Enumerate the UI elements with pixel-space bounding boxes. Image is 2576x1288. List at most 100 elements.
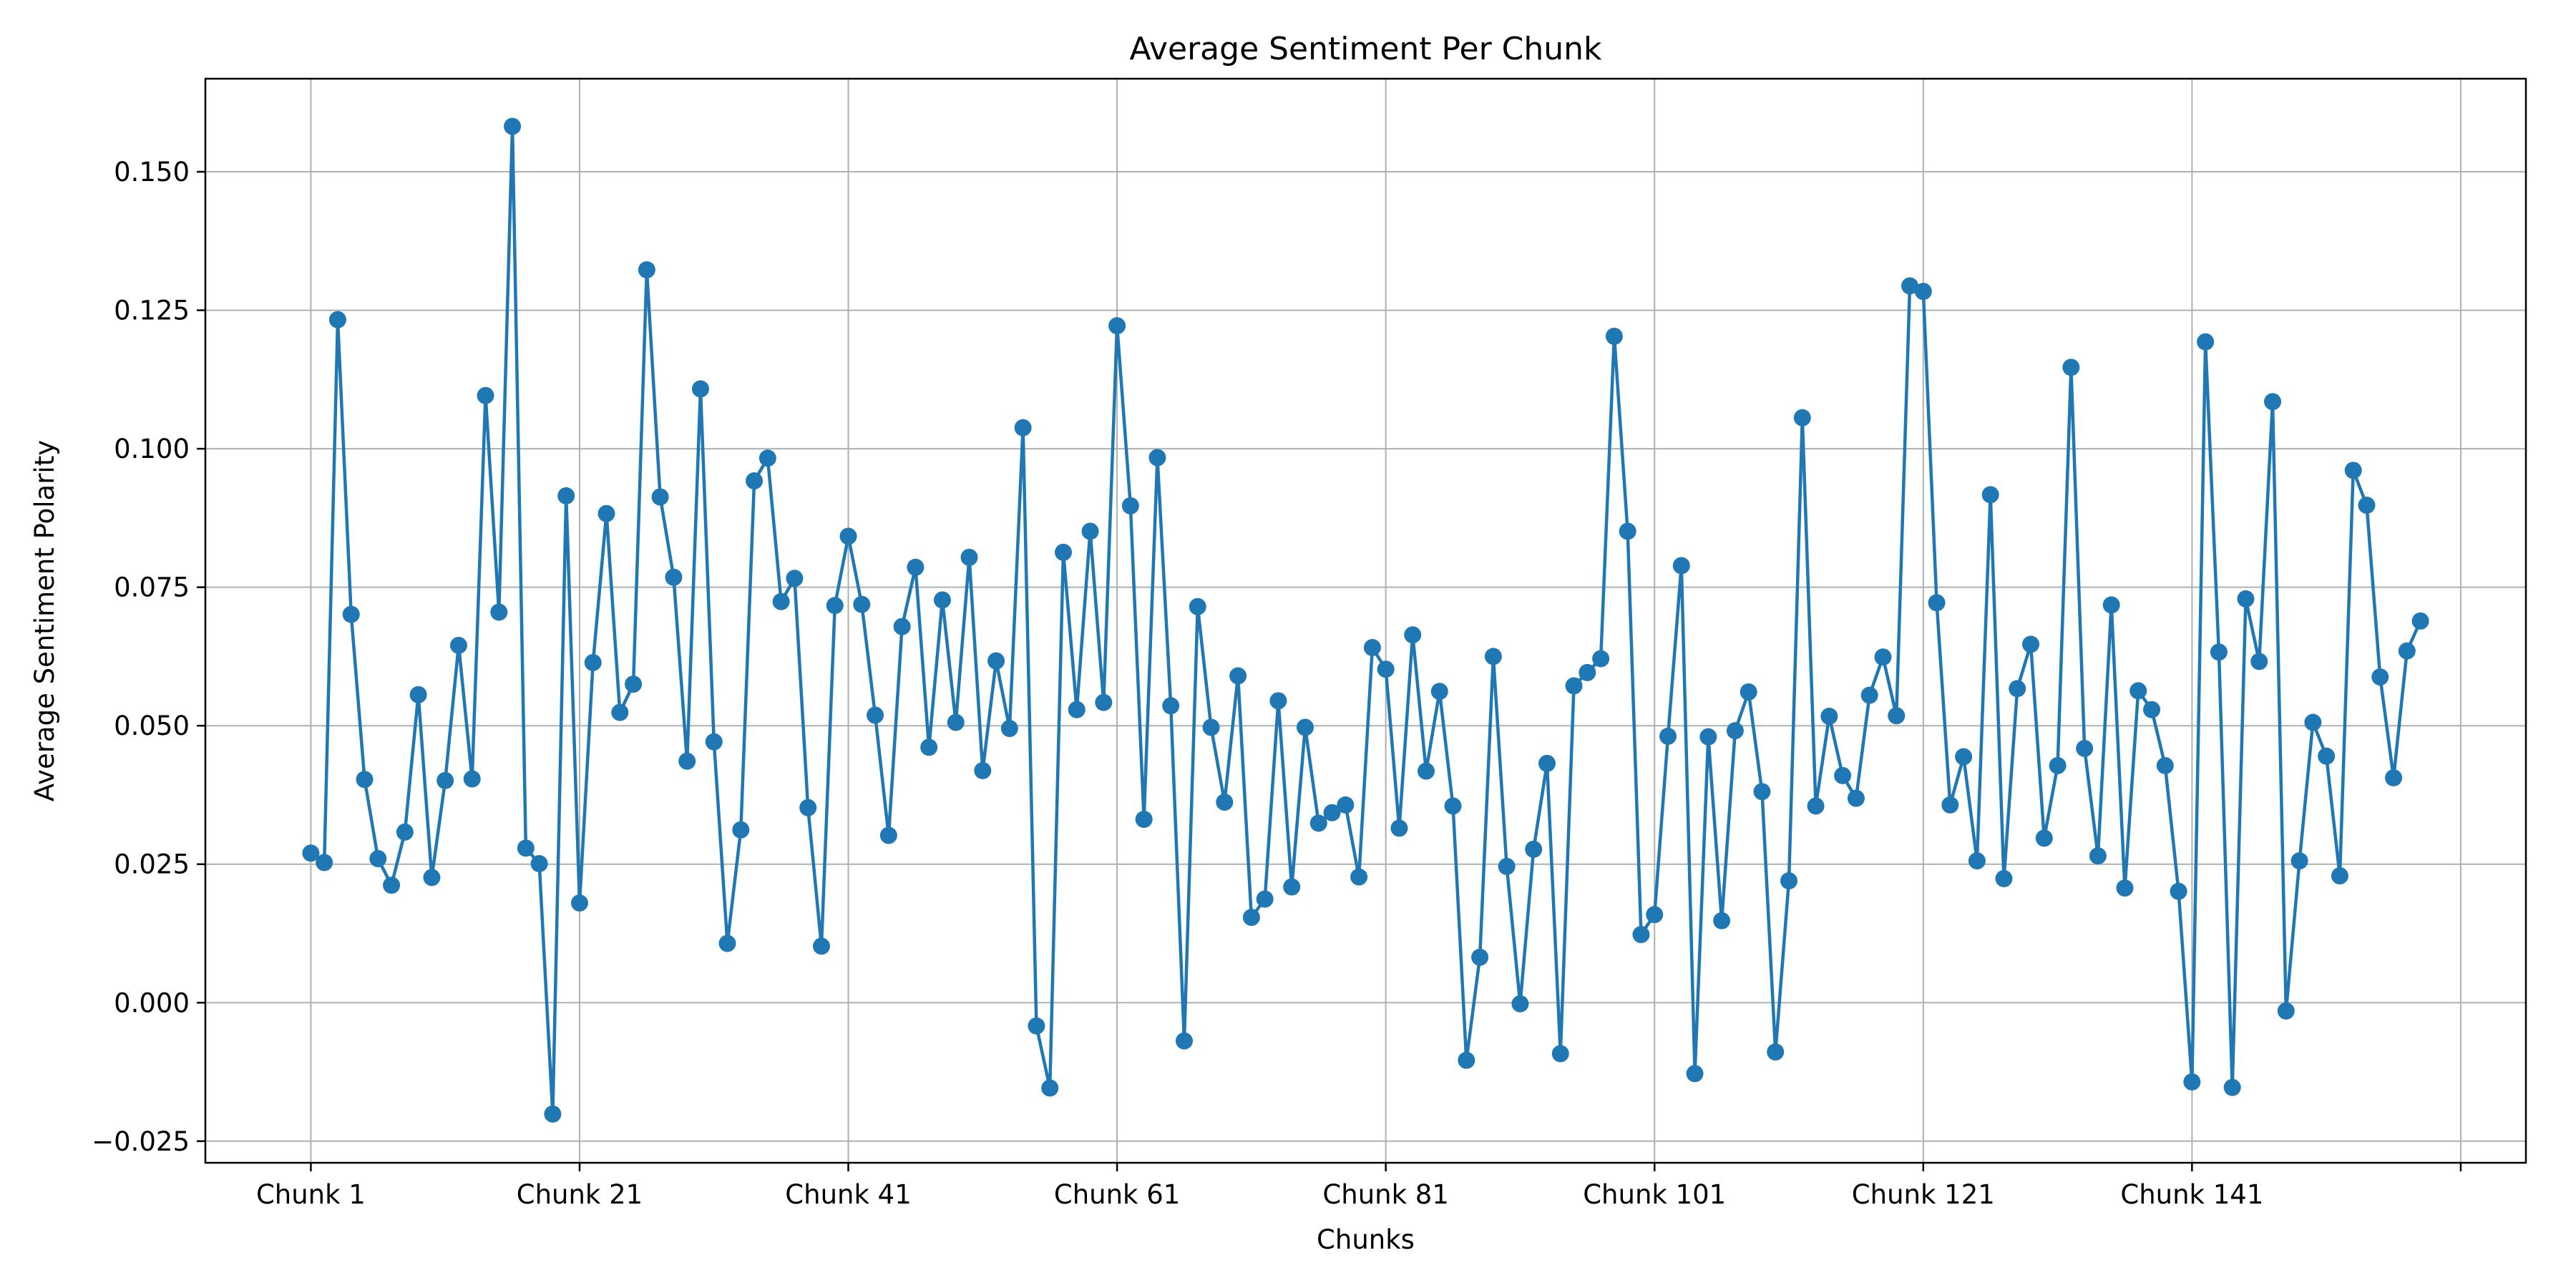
y-tick-label: 0.100 <box>114 434 190 464</box>
data-point <box>1108 317 1126 335</box>
data-point <box>1874 648 1892 666</box>
data-point <box>328 311 346 328</box>
data-point <box>907 558 924 576</box>
data-point <box>812 937 830 955</box>
data-point <box>423 869 441 887</box>
data-point <box>2089 847 2107 865</box>
data-point <box>302 844 320 862</box>
data-point <box>1216 794 1234 811</box>
data-point <box>2250 653 2268 670</box>
data-point <box>1377 660 1395 678</box>
data-point <box>638 261 655 279</box>
data-point <box>1659 727 1677 745</box>
data-point <box>2022 635 2040 653</box>
data-point <box>2049 756 2067 774</box>
data-point <box>839 527 857 545</box>
data-point <box>490 603 508 621</box>
data-point <box>678 752 696 770</box>
data-point <box>1807 797 1825 815</box>
data-point <box>449 636 467 654</box>
data-point <box>1041 1079 1059 1097</box>
x-tick-label: Chunk 1 <box>256 1179 366 1210</box>
data-point <box>1820 708 1838 726</box>
data-point <box>1390 819 1408 837</box>
data-point <box>691 380 709 398</box>
data-point <box>1565 677 1583 695</box>
data-point <box>2331 867 2348 884</box>
data-point <box>2170 882 2187 900</box>
data-point <box>2076 739 2094 757</box>
data-point <box>879 826 897 844</box>
data-point <box>1941 796 1959 814</box>
y-tick-label: 0.125 <box>114 296 190 326</box>
data-point <box>1337 796 1355 814</box>
data-point <box>651 488 669 506</box>
data-point <box>758 449 776 467</box>
x-tick-label: Chunk 81 <box>1322 1179 1448 1210</box>
data-point <box>1793 409 1811 426</box>
data-point <box>1632 926 1650 944</box>
data-point <box>1699 728 1717 746</box>
data-point <box>2197 333 2215 351</box>
data-point <box>920 738 938 756</box>
data-point <box>718 935 736 952</box>
data-point <box>826 597 844 615</box>
data-point <box>409 686 427 703</box>
series-line <box>310 125 2422 1116</box>
data-point <box>2398 642 2416 660</box>
data-point <box>1148 449 1166 467</box>
data-point <box>1458 1051 1475 1069</box>
data-point <box>853 595 871 613</box>
plot-frame <box>204 77 2527 1164</box>
data-point <box>2385 769 2403 786</box>
data-point <box>947 713 965 731</box>
data-point <box>1014 419 1032 436</box>
data-point <box>1095 693 1113 711</box>
data-point <box>1901 277 1919 295</box>
data-point <box>1726 722 1744 740</box>
data-point <box>1054 543 1072 561</box>
data-point <box>732 821 750 839</box>
data-point <box>625 675 643 693</box>
data-point <box>463 770 481 788</box>
data-point <box>1000 720 1018 738</box>
data-point <box>2009 680 2026 698</box>
data-point <box>1162 697 1180 715</box>
data-point <box>436 771 454 789</box>
data-point <box>1135 811 1153 829</box>
data-point <box>1740 683 1757 701</box>
data-point <box>1418 762 1435 780</box>
data-point <box>1404 626 1422 644</box>
data-point <box>1538 754 1556 772</box>
data-point <box>2264 393 2282 411</box>
data-point <box>1363 639 1381 657</box>
data-point <box>2116 879 2134 897</box>
data-point <box>1028 1017 1045 1035</box>
data-point <box>1350 868 1368 886</box>
data-point <box>1444 797 1462 815</box>
data-point <box>2344 462 2362 479</box>
data-point <box>1646 906 1664 924</box>
data-point <box>2143 701 2161 718</box>
y-axis-label: Average Sentiment Polarity <box>29 440 60 801</box>
data-point <box>1068 701 1085 718</box>
y-tick-label: 0.075 <box>114 572 190 603</box>
data-point <box>1121 497 1139 514</box>
data-point <box>611 703 629 721</box>
data-point <box>1175 1032 1193 1050</box>
data-point <box>1269 692 1287 710</box>
data-point <box>1430 683 1448 701</box>
x-axis-label: Chunks <box>1317 1224 1415 1255</box>
data-point <box>1551 1045 1569 1063</box>
data-point <box>1686 1065 1704 1083</box>
data-point <box>2237 590 2255 608</box>
grid-lines <box>205 79 2526 1163</box>
data-point <box>893 618 911 635</box>
data-point <box>2290 852 2308 870</box>
data-point <box>316 854 333 872</box>
data-point <box>1484 648 1502 665</box>
data-point <box>1229 667 1247 685</box>
data-point <box>2358 497 2376 514</box>
data-point <box>1834 766 1852 784</box>
data-point <box>2035 829 2053 847</box>
